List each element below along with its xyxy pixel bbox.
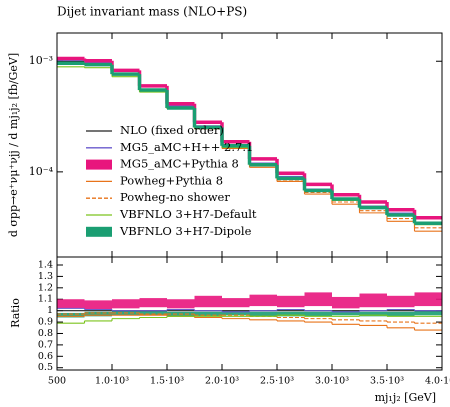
- series-group: [57, 56, 442, 232]
- band-bin: [387, 311, 415, 317]
- band-bin: [57, 299, 85, 309]
- x-tick-label: 2.0·10³: [205, 376, 239, 387]
- band-bin: [387, 295, 415, 308]
- x-tick-label: 2.5·10³: [260, 376, 294, 387]
- ratio-axis-label: Ratio: [9, 298, 22, 328]
- band-bin: [249, 294, 277, 307]
- y-tick-label: 0.6: [38, 351, 53, 362]
- band-bin: [359, 293, 387, 308]
- chart-title: Dijet invariant mass (NLO+PS): [57, 5, 247, 19]
- band-bin: [222, 298, 250, 308]
- legend-label: NLO (fixed order): [120, 123, 224, 137]
- band-bin: [249, 311, 277, 317]
- y-tick-label: 10⁻³: [29, 54, 53, 67]
- y-tick-label: 0.7: [38, 339, 53, 350]
- band-bin: [332, 296, 360, 309]
- band-bin: [222, 310, 250, 316]
- y-tick-label: 0.8: [38, 328, 53, 339]
- y-tick-label: 1: [47, 305, 53, 316]
- band-bin: [167, 299, 195, 309]
- series-group: [57, 292, 442, 331]
- band-bin: [359, 311, 387, 317]
- band-bin: [332, 310, 360, 316]
- y-tick-label: 0.5: [38, 362, 53, 373]
- band-bin: [277, 311, 305, 317]
- y-tick-label: 1.1: [38, 294, 53, 305]
- legend-label: MG5_aMC+H++ 2.7.1: [120, 140, 253, 154]
- legend-swatch: [86, 226, 112, 237]
- x-tick-label: 4.0·10³: [425, 376, 450, 387]
- legend-label: VBFNLO 3+H7-Dipole: [119, 224, 252, 238]
- x-axis-label: mj₁j₂ [GeV]: [375, 391, 436, 404]
- y-tick-label: 1.2: [38, 282, 53, 293]
- y-axis-label: d σpp→e⁺νμ⁺νjj / d mj₁j₂ [fb/GeV]: [7, 53, 20, 237]
- band-bin: [277, 295, 305, 308]
- x-tick-label: 500: [48, 376, 66, 387]
- y-tick-label: 0.9: [38, 317, 53, 328]
- band-bin: [112, 299, 140, 309]
- band-bin: [84, 300, 112, 310]
- y-tick-label: 1.4: [38, 259, 53, 270]
- plot-layer: 10⁻³ 10⁻⁴ NLO (fixed order) MG5_aMC+H++ 2.7…: [29, 33, 450, 387]
- band-bin: [139, 298, 167, 308]
- band-bin: [194, 295, 222, 308]
- legend-label: VBFNLO 3+H7-Default: [119, 207, 257, 221]
- x-tick-label: 1.5·10³: [150, 376, 184, 387]
- x-tick-label: 1.0·10³: [95, 376, 129, 387]
- legend-label: Powheg+Pythia 8: [120, 173, 223, 187]
- band-bin: [139, 310, 167, 316]
- band-bin: [414, 292, 442, 307]
- x-tick-label: 3.5·10³: [370, 376, 404, 387]
- legend-swatch: [86, 159, 112, 170]
- band-bin: [57, 312, 85, 318]
- y-tick-label: 1.3: [38, 271, 53, 282]
- band-bin: [304, 311, 332, 317]
- band-bin: [304, 292, 332, 307]
- band-bin: [84, 311, 112, 317]
- ratio-frame: [56, 256, 443, 371]
- y-tick-label: 10⁻⁴: [29, 165, 54, 178]
- legend-label: MG5_aMC+Pythia 8: [120, 157, 239, 171]
- x-tick-label: 3.0·10³: [315, 376, 349, 387]
- band-bin: [194, 311, 222, 317]
- band-bin: [414, 310, 442, 316]
- legend-label: Powheg-no shower: [120, 190, 230, 204]
